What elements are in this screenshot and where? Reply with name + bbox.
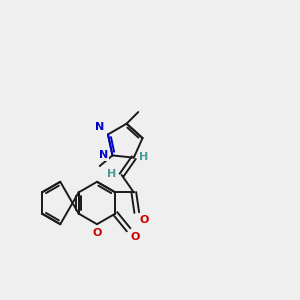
Text: O: O [131, 232, 140, 242]
Text: O: O [140, 215, 149, 225]
Text: O: O [92, 228, 102, 238]
Text: H: H [107, 169, 116, 179]
Text: N: N [95, 122, 104, 132]
Text: H: H [139, 152, 148, 162]
Text: N: N [99, 150, 108, 161]
